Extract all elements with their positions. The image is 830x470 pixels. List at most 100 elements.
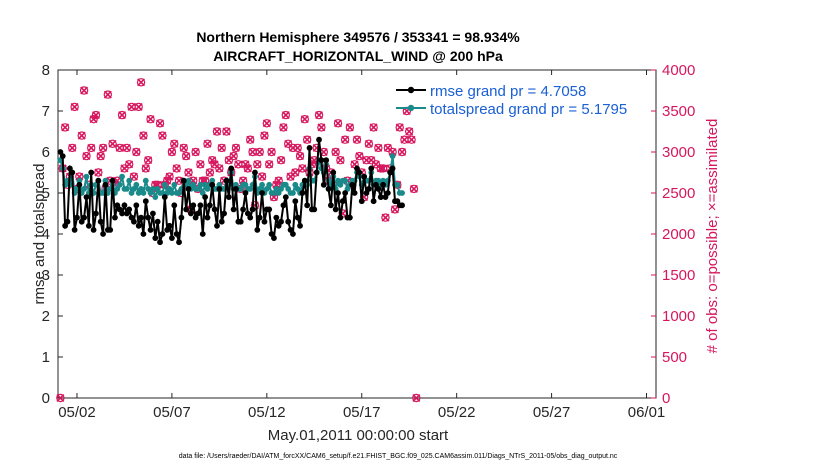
obs-possible-marker bbox=[179, 143, 188, 153]
obs-assimilated-marker bbox=[248, 148, 257, 156]
obs-assimilated-marker bbox=[391, 205, 399, 214]
rmse-point bbox=[237, 218, 244, 225]
rmse-point bbox=[320, 181, 327, 188]
rmse-point bbox=[161, 194, 168, 201]
y-tick-label-left: 3 bbox=[42, 267, 50, 284]
totalspread-point bbox=[102, 177, 109, 184]
obs-possible-marker bbox=[96, 151, 105, 161]
obs-assimilated-marker bbox=[68, 143, 77, 152]
obs-possible-marker bbox=[68, 143, 77, 153]
totalspread-point bbox=[197, 181, 204, 188]
obs-assimilated-marker bbox=[215, 164, 224, 173]
rmse-point bbox=[152, 235, 159, 242]
rmse-point bbox=[59, 153, 66, 160]
totalspread-point bbox=[133, 181, 140, 188]
totalspread-point bbox=[342, 177, 349, 184]
obs-possible-marker bbox=[91, 110, 101, 120]
totalspread-point bbox=[83, 173, 90, 180]
obs-possible-marker bbox=[352, 135, 362, 144]
rmse-point bbox=[216, 186, 223, 192]
obs-assimilated-marker bbox=[341, 135, 350, 144]
obs-possible-marker bbox=[288, 143, 298, 153]
obs-assimilated-marker bbox=[291, 168, 300, 177]
obs-possible-marker bbox=[108, 139, 117, 148]
rmse-point bbox=[88, 169, 95, 176]
obs-assimilated-marker bbox=[267, 148, 276, 156]
obs-assimilated-marker bbox=[412, 394, 421, 402]
totalspread-point bbox=[171, 181, 178, 188]
obs-assimilated-marker bbox=[255, 148, 264, 156]
obs-possible-marker bbox=[345, 123, 355, 132]
rmse-point bbox=[185, 186, 192, 192]
obs-assimilated-marker bbox=[125, 160, 134, 169]
obs-assimilated-marker bbox=[317, 123, 326, 132]
obs-assimilated-marker bbox=[234, 160, 243, 169]
rmse-point bbox=[299, 190, 306, 196]
rmse-point bbox=[228, 165, 235, 172]
obs-possible-marker bbox=[409, 184, 419, 194]
rmse-point bbox=[166, 222, 173, 229]
obs-assimilated-marker bbox=[134, 102, 143, 111]
totalspread-point bbox=[169, 190, 175, 196]
obs-assimilated-marker bbox=[241, 160, 250, 169]
obs-assimilated-marker bbox=[108, 139, 117, 148]
rmse-point bbox=[254, 227, 261, 233]
obs-assimilated-marker bbox=[277, 156, 286, 165]
obs-assimilated-marker bbox=[395, 123, 404, 132]
rmse-point bbox=[209, 181, 216, 188]
rmse-point bbox=[247, 214, 254, 221]
rmse-point bbox=[150, 210, 156, 217]
rmse-point bbox=[169, 235, 175, 242]
y-tick-label-right: 1500 bbox=[662, 267, 695, 284]
obs-possible-marker bbox=[87, 143, 96, 153]
rmse-point bbox=[351, 190, 358, 196]
rmse-point bbox=[81, 214, 88, 221]
plot-frame bbox=[57, 69, 657, 399]
rmse-point bbox=[199, 231, 206, 237]
obs-assimilated-marker bbox=[374, 143, 383, 152]
rmse-point bbox=[197, 202, 204, 209]
obs-possible-marker bbox=[217, 143, 226, 153]
obs-possible-marker bbox=[286, 172, 295, 181]
rmse-point bbox=[365, 186, 372, 192]
obs-possible-marker bbox=[203, 139, 212, 148]
obs-assimilated-marker bbox=[175, 176, 183, 185]
obs-possible-marker bbox=[279, 123, 288, 132]
rmse-point bbox=[271, 235, 277, 242]
obs-possible-marker bbox=[136, 78, 146, 87]
rmse-point bbox=[337, 214, 344, 221]
obs-assimilated-marker bbox=[381, 213, 390, 222]
obs-assimilated-marker bbox=[75, 172, 84, 181]
rmse-point bbox=[76, 181, 83, 188]
legend-marker-totalspread bbox=[407, 104, 415, 112]
obs-possible-marker bbox=[70, 102, 79, 112]
obs-possible-marker bbox=[283, 139, 293, 148]
obs-assimilated-marker bbox=[281, 111, 290, 120]
y-tick-label-left: 4 bbox=[42, 226, 50, 243]
rmse-point bbox=[252, 169, 258, 176]
rmse-point bbox=[204, 214, 211, 221]
obs-assimilated-marker bbox=[165, 172, 174, 181]
obs-possible-marker bbox=[407, 135, 416, 144]
rmse-point bbox=[266, 206, 273, 213]
obs-assimilated-marker bbox=[115, 143, 124, 152]
rmse-point bbox=[221, 210, 228, 217]
rmse-point bbox=[261, 218, 268, 225]
obs-assimilated-marker bbox=[201, 176, 210, 185]
obs-possible-marker bbox=[374, 143, 383, 153]
rmse-point bbox=[187, 210, 194, 217]
obs-assimilated-marker bbox=[82, 152, 91, 161]
obs-possible-marker bbox=[246, 135, 255, 144]
obs-assimilated-marker bbox=[246, 135, 255, 144]
obs-possible-marker bbox=[181, 151, 191, 161]
y-tick-label-left: 1 bbox=[42, 349, 50, 366]
rmse-point bbox=[195, 210, 201, 217]
totalspread-point bbox=[76, 177, 83, 184]
legend-marker-rmse bbox=[407, 86, 415, 94]
rmse-point bbox=[346, 214, 353, 221]
y-tick-label-right: 2500 bbox=[662, 185, 695, 202]
rmse-point bbox=[361, 173, 368, 180]
obs-assimilated-marker bbox=[376, 164, 385, 173]
rmse-point bbox=[107, 227, 114, 233]
